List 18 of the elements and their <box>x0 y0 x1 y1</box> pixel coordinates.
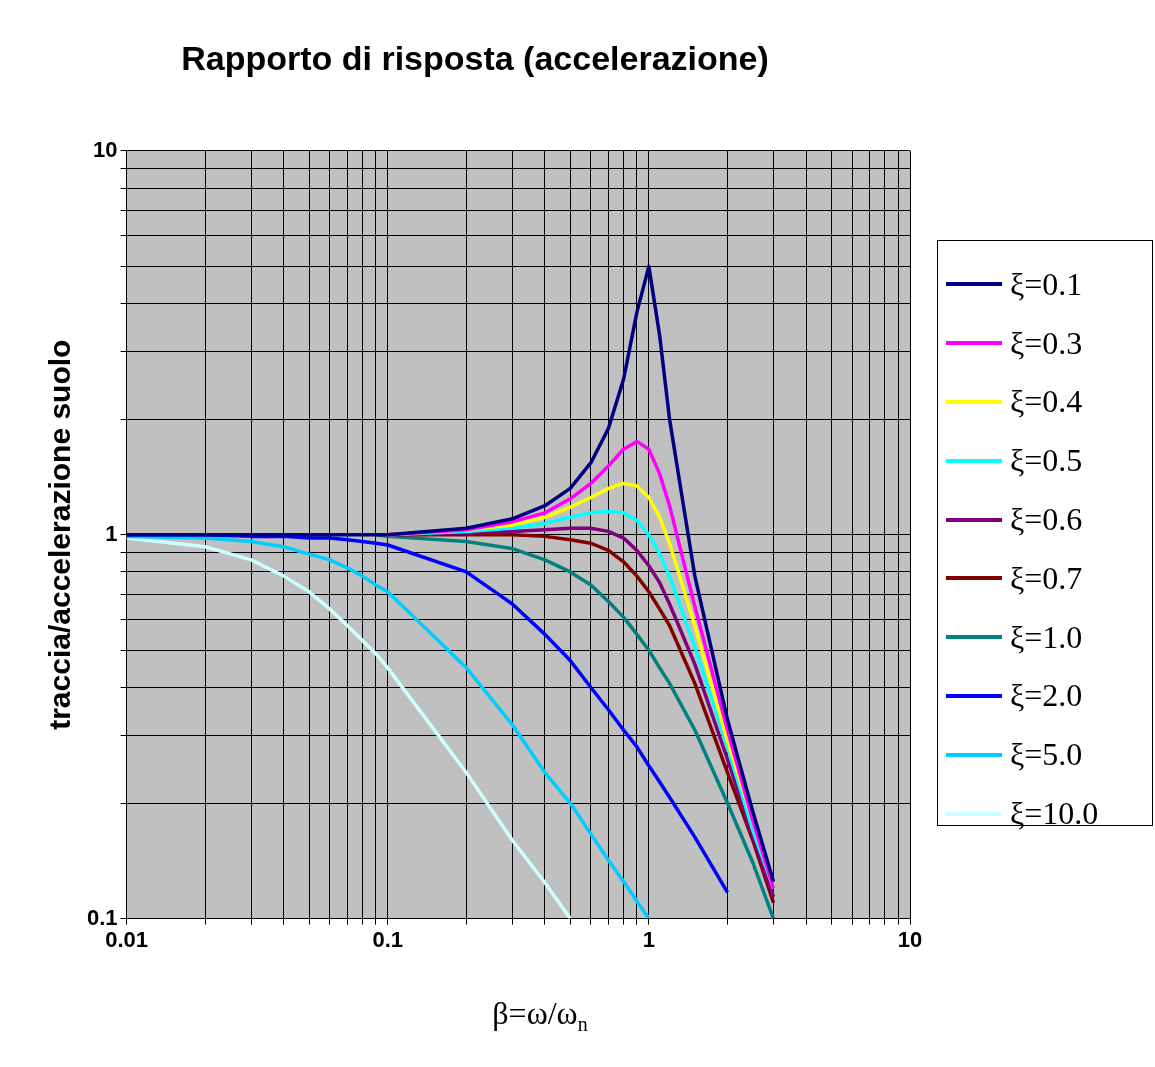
y-tick-label: 10 <box>93 136 118 162</box>
legend-label: ξ=0.3 <box>1010 324 1083 362</box>
legend-label: ξ=0.5 <box>1010 442 1083 480</box>
legend-label: ξ=5.0 <box>1010 736 1083 774</box>
x-tick-label: 10 <box>897 926 923 952</box>
y-axis-title: traccia/accelerazione suolo <box>43 339 77 730</box>
legend-label: ξ=0.7 <box>1010 559 1083 597</box>
legend-label: ξ=0.6 <box>1010 501 1083 539</box>
y-tick-label: 1 <box>105 520 118 546</box>
legend-label: ξ=1.0 <box>1010 618 1083 656</box>
legend-label: ξ=0.4 <box>1010 383 1083 421</box>
x-axis-title: β=ω/ω$_{n}$ <box>491 995 589 1037</box>
x-tick-label: 0.1 <box>372 926 404 952</box>
chart-title: Rapporto di risposta (accelerazione) <box>181 38 769 77</box>
x-tick-label: 1 <box>642 926 655 952</box>
legend-label: ξ=0.1 <box>1010 265 1083 303</box>
legend-label: ξ=10.0 <box>1010 795 1099 833</box>
legend-label: ξ=2.0 <box>1010 677 1083 715</box>
